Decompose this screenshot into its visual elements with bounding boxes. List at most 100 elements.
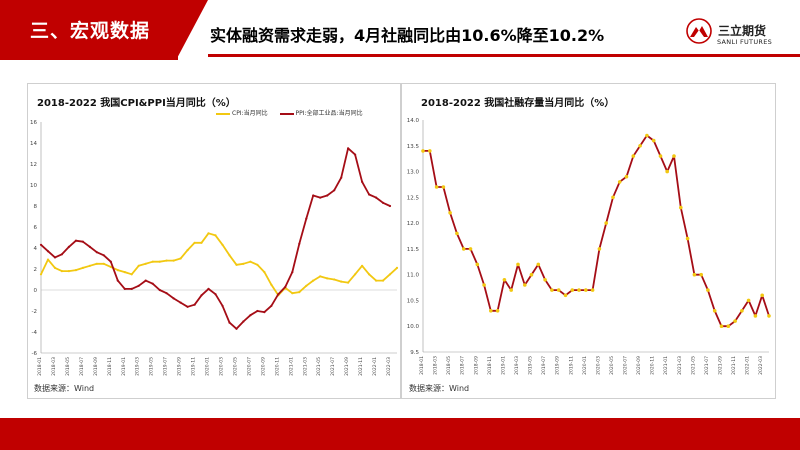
data-point: [638, 144, 642, 148]
y-tick-label: 10.5: [407, 298, 420, 304]
x-tick-label: 2021-03: [302, 357, 308, 376]
x-tick-label: 2019-11: [191, 357, 197, 376]
x-tick-label: 2019-09: [177, 357, 183, 376]
data-point: [529, 272, 534, 277]
data-point: [74, 239, 77, 242]
data-point: [482, 283, 486, 287]
data-point: [46, 250, 50, 253]
data-point: [597, 247, 602, 251]
data-point: [109, 260, 112, 263]
data-point: [631, 154, 636, 158]
data-point: [291, 271, 294, 274]
data-point: [186, 305, 189, 308]
x-tick-label: 2021-11: [731, 356, 737, 375]
data-point: [347, 147, 350, 150]
data-point: [523, 283, 527, 287]
data-point: [448, 211, 452, 215]
data-point: [200, 294, 203, 297]
data-point: [455, 231, 459, 236]
data-point: [235, 263, 238, 266]
data-point: [186, 249, 189, 252]
data-point: [326, 194, 329, 197]
data-point: [692, 272, 697, 277]
data-point: [340, 176, 343, 179]
x-tick-label: 2021-07: [330, 357, 336, 376]
data-point: [556, 288, 561, 292]
data-point: [214, 293, 217, 296]
data-point: [214, 234, 217, 237]
data-point: [489, 309, 493, 313]
data-point: [319, 275, 322, 278]
y-tick-label: 6: [34, 225, 38, 231]
data-point: [137, 284, 140, 287]
data-point: [123, 271, 126, 274]
logo-subtitle: SANLI FUTURES: [717, 38, 773, 46]
data-point: [672, 154, 676, 158]
chart-title: 2018-2022 我国社融存量当月同比（%）: [421, 98, 615, 109]
data-source-note: 数据来源：Wind: [34, 384, 95, 393]
data-point: [604, 221, 608, 225]
tsf-chart-panel: 2018-2022 我国社融存量当月同比（%） 9.5 10.0 10.5 11.0 1…: [401, 83, 776, 399]
data-point: [624, 174, 629, 179]
data-point: [298, 291, 301, 294]
x-tick-label: 2020-09: [260, 357, 266, 376]
y-tick-label: 11.5: [407, 247, 420, 253]
x-tick-label: 2022-03: [386, 357, 392, 376]
data-point: [333, 278, 336, 281]
data-point: [270, 283, 273, 286]
data-point: [193, 303, 196, 306]
x-tick-label: 2020-01: [582, 356, 588, 375]
x-tick-label: 2018-01: [37, 357, 43, 376]
y-tick-label: 14: [30, 141, 37, 147]
data-point: [172, 297, 175, 300]
mountain-logo-icon: [686, 18, 712, 44]
x-tick-label: 2018-07: [79, 357, 85, 376]
x-tick-label: 2018-01: [419, 356, 425, 375]
data-point: [368, 193, 371, 196]
x-tick-label: 2018-09: [473, 356, 479, 375]
data-point: [109, 265, 112, 268]
data-point: [172, 259, 175, 262]
data-point: [441, 185, 446, 189]
data-point: [475, 262, 480, 267]
data-point: [221, 304, 224, 307]
data-point: [495, 309, 500, 313]
data-point: [381, 201, 385, 204]
x-tick-label: 2021-01: [288, 357, 294, 376]
data-point: [665, 169, 669, 174]
data-point: [130, 287, 133, 290]
y-tick-label: 14.0: [407, 118, 420, 124]
data-point: [570, 288, 575, 292]
data-point: [651, 138, 656, 143]
data-point: [200, 241, 203, 244]
data-point: [340, 280, 343, 283]
data-point: [88, 245, 91, 248]
series-line: [40, 232, 398, 297]
x-tick-label: 2021-09: [344, 357, 350, 376]
data-point: [179, 257, 182, 260]
chart-title: 2018-2022 我国CPI&PPI当月同比（%）: [37, 98, 236, 109]
data-point: [165, 292, 168, 295]
data-point: [361, 264, 364, 267]
data-point: [502, 278, 507, 282]
header-underline: [208, 54, 800, 57]
data-point: [263, 311, 266, 314]
y-tick-label: 9.5: [410, 350, 419, 356]
x-tick-label: 2020-03: [595, 356, 601, 375]
x-tick-label: 2018-05: [446, 356, 452, 375]
x-tick-label: 2021-11: [358, 357, 364, 376]
x-tick-label: 2021-07: [704, 356, 710, 375]
data-point: [611, 195, 615, 200]
cpi-ppi-chart-panel: 2018-2022 我国CPI&PPI当月同比（%） CPI:当月同比 PPI:…: [27, 83, 401, 399]
x-tick-label: 2019-07: [163, 357, 169, 376]
x-tick-label: 2019-03: [514, 356, 520, 375]
data-point: [354, 273, 357, 276]
x-tick-label: 2020-07: [623, 356, 629, 375]
data-point: [368, 273, 371, 276]
data-point: [753, 314, 758, 318]
x-tick-label: 2018-03: [51, 357, 57, 376]
x-tick-label: 2018-09: [93, 357, 99, 376]
y-tick-label: 2: [34, 267, 38, 273]
data-point: [228, 254, 231, 257]
data-point: [726, 324, 731, 328]
